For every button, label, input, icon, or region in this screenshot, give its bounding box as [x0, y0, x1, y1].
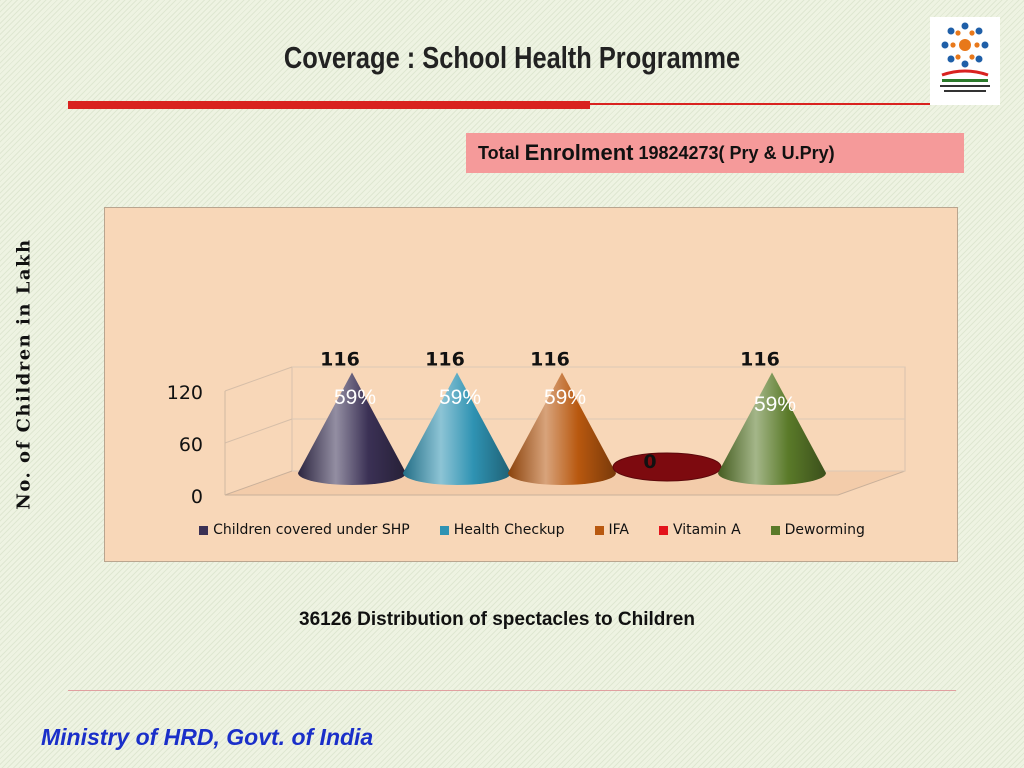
chart-svg: 0 60 120 116 59% 116 59% 116 59% 0 116 59% [167, 348, 906, 508]
legend-label: Deworming [784, 522, 865, 538]
cone-children-covered-under-shp [298, 372, 406, 485]
y-axis-label: No. of Children in Lakh [13, 238, 35, 510]
value-label: 116 [530, 348, 570, 370]
side-wall [224, 366, 293, 444]
legend-item: Children covered under SHP [199, 522, 410, 538]
legend-label: Children covered under SHP [213, 522, 410, 538]
legend-label: IFA [608, 522, 629, 538]
value-label: 0 [643, 451, 656, 473]
chart-labels: 116 59% 116 59% 116 59% 0 116 59% [320, 348, 796, 473]
enrolment-prefix: Total [478, 142, 520, 163]
percent-label: 59% [439, 386, 481, 409]
chart-cones [298, 372, 826, 485]
legend-swatch [659, 525, 668, 535]
title-underline-thin [590, 103, 930, 105]
cone-bar [718, 372, 826, 485]
percent-label: 59% [544, 386, 586, 409]
legend-swatch [770, 525, 780, 535]
legend-item: IFA [594, 522, 629, 538]
legend-swatch [199, 525, 209, 535]
value-label: 116 [425, 348, 465, 370]
cone-chart: 0 60 120 116 59% 116 59% 116 59% 0 116 59% Childre… [104, 207, 958, 562]
footer-divider [68, 690, 956, 691]
page-title: Coverage : School Health Programme [283, 40, 741, 75]
percent-label: 59% [754, 393, 796, 416]
cone-deworming [718, 372, 826, 485]
footer-ministry: Ministry of HRD, Govt. of India [41, 724, 374, 750]
cone-bar [403, 372, 511, 485]
y-tick-label: 120 [167, 382, 203, 404]
y-tick-label: 60 [179, 434, 203, 456]
mid-day-meal-scheme-logo-icon [940, 22, 990, 92]
enrolment-word: Enrolment [524, 140, 634, 165]
y-tick-label: 0 [191, 486, 203, 508]
total-enrolment-box: Total Enrolment 19824273( Pry & U.Pry) [466, 133, 964, 173]
cone-vitamin-a [612, 452, 722, 482]
cone-bar [508, 372, 616, 485]
mid-day-meal-logo [930, 17, 1000, 105]
cone-bar-flat [612, 452, 722, 482]
percent-label: 59% [334, 386, 376, 409]
legend-item: Deworming [770, 522, 865, 538]
legend-item: Vitamin A [659, 522, 741, 538]
enrolment-value: 19824273( Pry & U.Pry) [638, 142, 835, 163]
cone-ifa [508, 372, 616, 485]
spectacles-note: 36126 Distribution of spectacles to Chil… [299, 609, 695, 630]
legend-swatch [594, 525, 604, 535]
value-label: 116 [320, 348, 360, 370]
value-label: 116 [740, 348, 780, 370]
title-underline [68, 101, 590, 109]
legend-label: Health Checkup [453, 522, 565, 538]
chart-legend: Children covered under SHP Health Checkup… [105, 522, 959, 538]
legend-swatch [439, 525, 449, 535]
legend-label: Vitamin A [673, 522, 741, 538]
y-axis-ticks: 0 60 120 [167, 382, 203, 508]
legend-item: Health Checkup [439, 522, 565, 538]
cone-bar [298, 372, 406, 485]
cone-health-checkup [403, 372, 511, 485]
